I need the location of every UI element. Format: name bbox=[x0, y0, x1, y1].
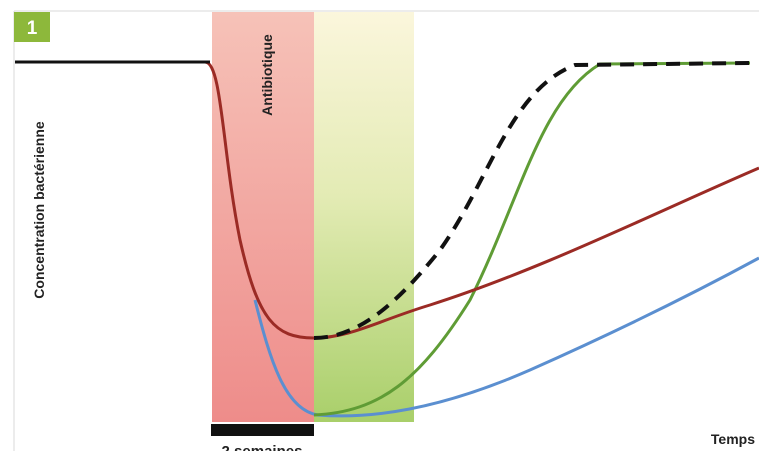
recovery-band bbox=[314, 12, 414, 422]
badge-box bbox=[14, 12, 50, 42]
dashed-curve bbox=[313, 61, 751, 340]
badge: 1 bbox=[27, 18, 38, 39]
antibiotic-band bbox=[212, 12, 314, 422]
x-axis-label: Temps bbox=[711, 431, 755, 447]
band-label: Antibiotique bbox=[259, 34, 275, 116]
duration-bar bbox=[211, 424, 314, 436]
y-axis-label: Concentration bactérienne bbox=[31, 121, 47, 299]
blue-curve bbox=[253, 256, 759, 418]
duration-label: 2 semaines bbox=[222, 443, 303, 451]
